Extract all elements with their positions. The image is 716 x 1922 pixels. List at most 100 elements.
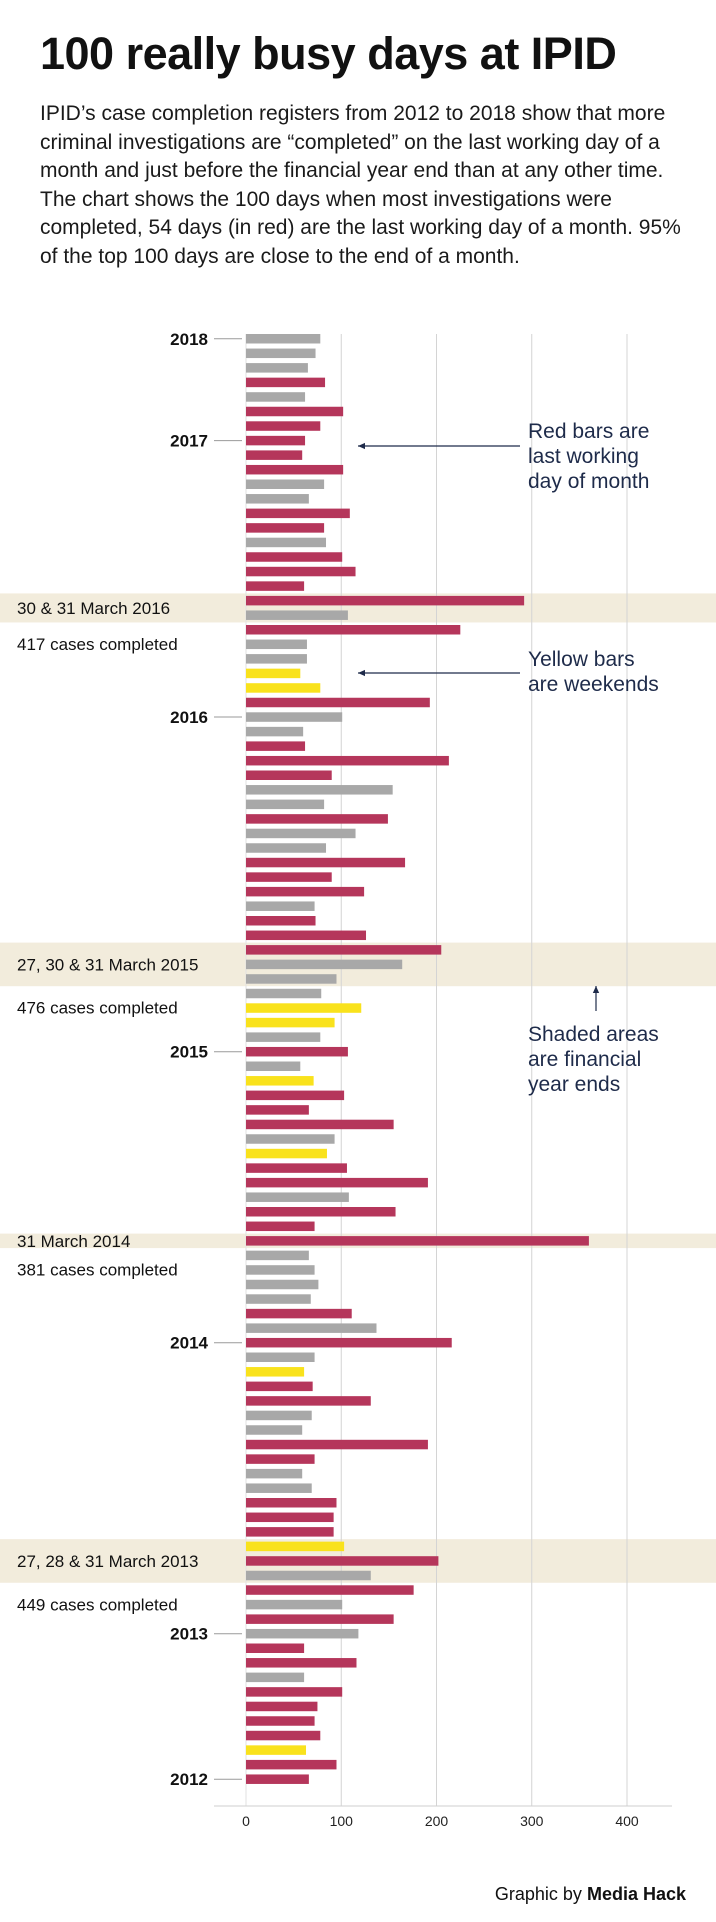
year-label: 2017 xyxy=(170,432,208,451)
bar xyxy=(246,1003,362,1013)
year-label: 2012 xyxy=(170,1770,208,1789)
annotation-line: are financial xyxy=(528,1048,641,1071)
bar xyxy=(246,334,321,344)
bar xyxy=(246,814,388,824)
bar xyxy=(246,435,306,446)
bar xyxy=(246,1730,321,1741)
bar xyxy=(246,741,306,751)
annotation-arrowhead xyxy=(592,986,600,993)
bar xyxy=(246,566,356,577)
annotation-arrowhead xyxy=(358,442,365,450)
bar xyxy=(246,1556,439,1566)
bar xyxy=(246,930,367,941)
bar xyxy=(246,1177,428,1188)
fy-date-label: 30 & 31 March 2016 xyxy=(17,599,170,618)
bar xyxy=(246,1119,394,1130)
year-label: 2018 xyxy=(170,330,208,349)
fy-cases-label: 476 cases completed xyxy=(17,999,178,1018)
bar xyxy=(246,916,316,926)
bar xyxy=(246,523,325,533)
bar xyxy=(246,464,344,475)
chart-description: IPID’s case completion registers from 20… xyxy=(40,102,681,268)
bar xyxy=(246,450,303,460)
fy-date-label: 27, 28 & 31 March 2013 xyxy=(17,1552,198,1571)
annotation-line: Yellow bars xyxy=(528,648,635,671)
bar xyxy=(246,712,343,722)
fy-cases-label: 449 cases completed xyxy=(17,1595,178,1614)
bar xyxy=(246,1643,305,1653)
x-tick-label: 100 xyxy=(330,1813,354,1829)
bar xyxy=(246,1308,352,1319)
bar xyxy=(246,1032,321,1042)
bar xyxy=(246,668,301,679)
bar xyxy=(246,1090,345,1101)
annotation-line: day of month xyxy=(528,470,649,493)
bar xyxy=(246,785,393,795)
bar xyxy=(246,494,309,504)
annotation-line: last working xyxy=(528,445,639,468)
annotation-arrowhead xyxy=(358,669,365,677)
bar xyxy=(246,1352,315,1362)
bar xyxy=(246,1672,305,1683)
credit-prefix: Graphic by xyxy=(494,1884,582,1904)
bar xyxy=(246,1701,318,1712)
bar xyxy=(246,828,356,839)
bar xyxy=(246,1439,428,1450)
bar xyxy=(246,1396,371,1406)
bar xyxy=(246,974,337,984)
bar xyxy=(246,1527,334,1537)
bar xyxy=(246,392,306,402)
bar xyxy=(246,1294,311,1304)
bar xyxy=(246,857,406,868)
bar xyxy=(246,683,321,693)
bar xyxy=(246,1105,309,1115)
bar xyxy=(246,479,325,489)
chart-title: 100 really busy days at IPID xyxy=(40,28,617,79)
annotation-0: Red bars are last working day of month xyxy=(528,420,649,493)
bar xyxy=(246,959,403,970)
bar xyxy=(246,625,461,635)
bar xyxy=(246,1759,337,1770)
bar xyxy=(246,1512,334,1523)
bar xyxy=(246,726,304,737)
bar xyxy=(246,1628,359,1639)
bar xyxy=(246,799,325,810)
bar xyxy=(246,639,307,650)
bar xyxy=(246,1483,312,1493)
bar xyxy=(246,1381,313,1392)
year-label: 2013 xyxy=(170,1625,208,1644)
bar xyxy=(246,377,326,388)
bar xyxy=(246,697,430,708)
bar xyxy=(246,1323,377,1333)
bar xyxy=(246,1410,312,1421)
year-label: 2016 xyxy=(170,708,208,727)
bar xyxy=(246,886,365,897)
bar xyxy=(246,1498,337,1508)
bar xyxy=(246,1148,327,1159)
bar xyxy=(246,1279,319,1290)
bar xyxy=(246,770,332,780)
bar xyxy=(246,581,305,591)
bar xyxy=(246,1745,307,1755)
annotation-line: Red bars are xyxy=(528,420,649,443)
bar xyxy=(246,1367,305,1377)
x-tick-label: 0 xyxy=(242,1813,250,1829)
bar xyxy=(246,1599,343,1610)
bar xyxy=(246,537,327,548)
bar xyxy=(246,1046,348,1057)
bar xyxy=(246,1017,335,1028)
x-tick-label: 300 xyxy=(520,1813,544,1829)
bar xyxy=(246,1614,394,1624)
bar xyxy=(246,1585,414,1595)
bar xyxy=(246,1541,345,1552)
bar xyxy=(246,1570,371,1581)
bar xyxy=(246,945,442,955)
credit-name: Media Hack xyxy=(586,1884,686,1904)
bar xyxy=(246,1716,315,1726)
bar xyxy=(246,1207,396,1217)
bar xyxy=(246,755,449,766)
bar xyxy=(246,843,327,853)
bar xyxy=(246,1250,309,1261)
bar xyxy=(246,988,322,999)
